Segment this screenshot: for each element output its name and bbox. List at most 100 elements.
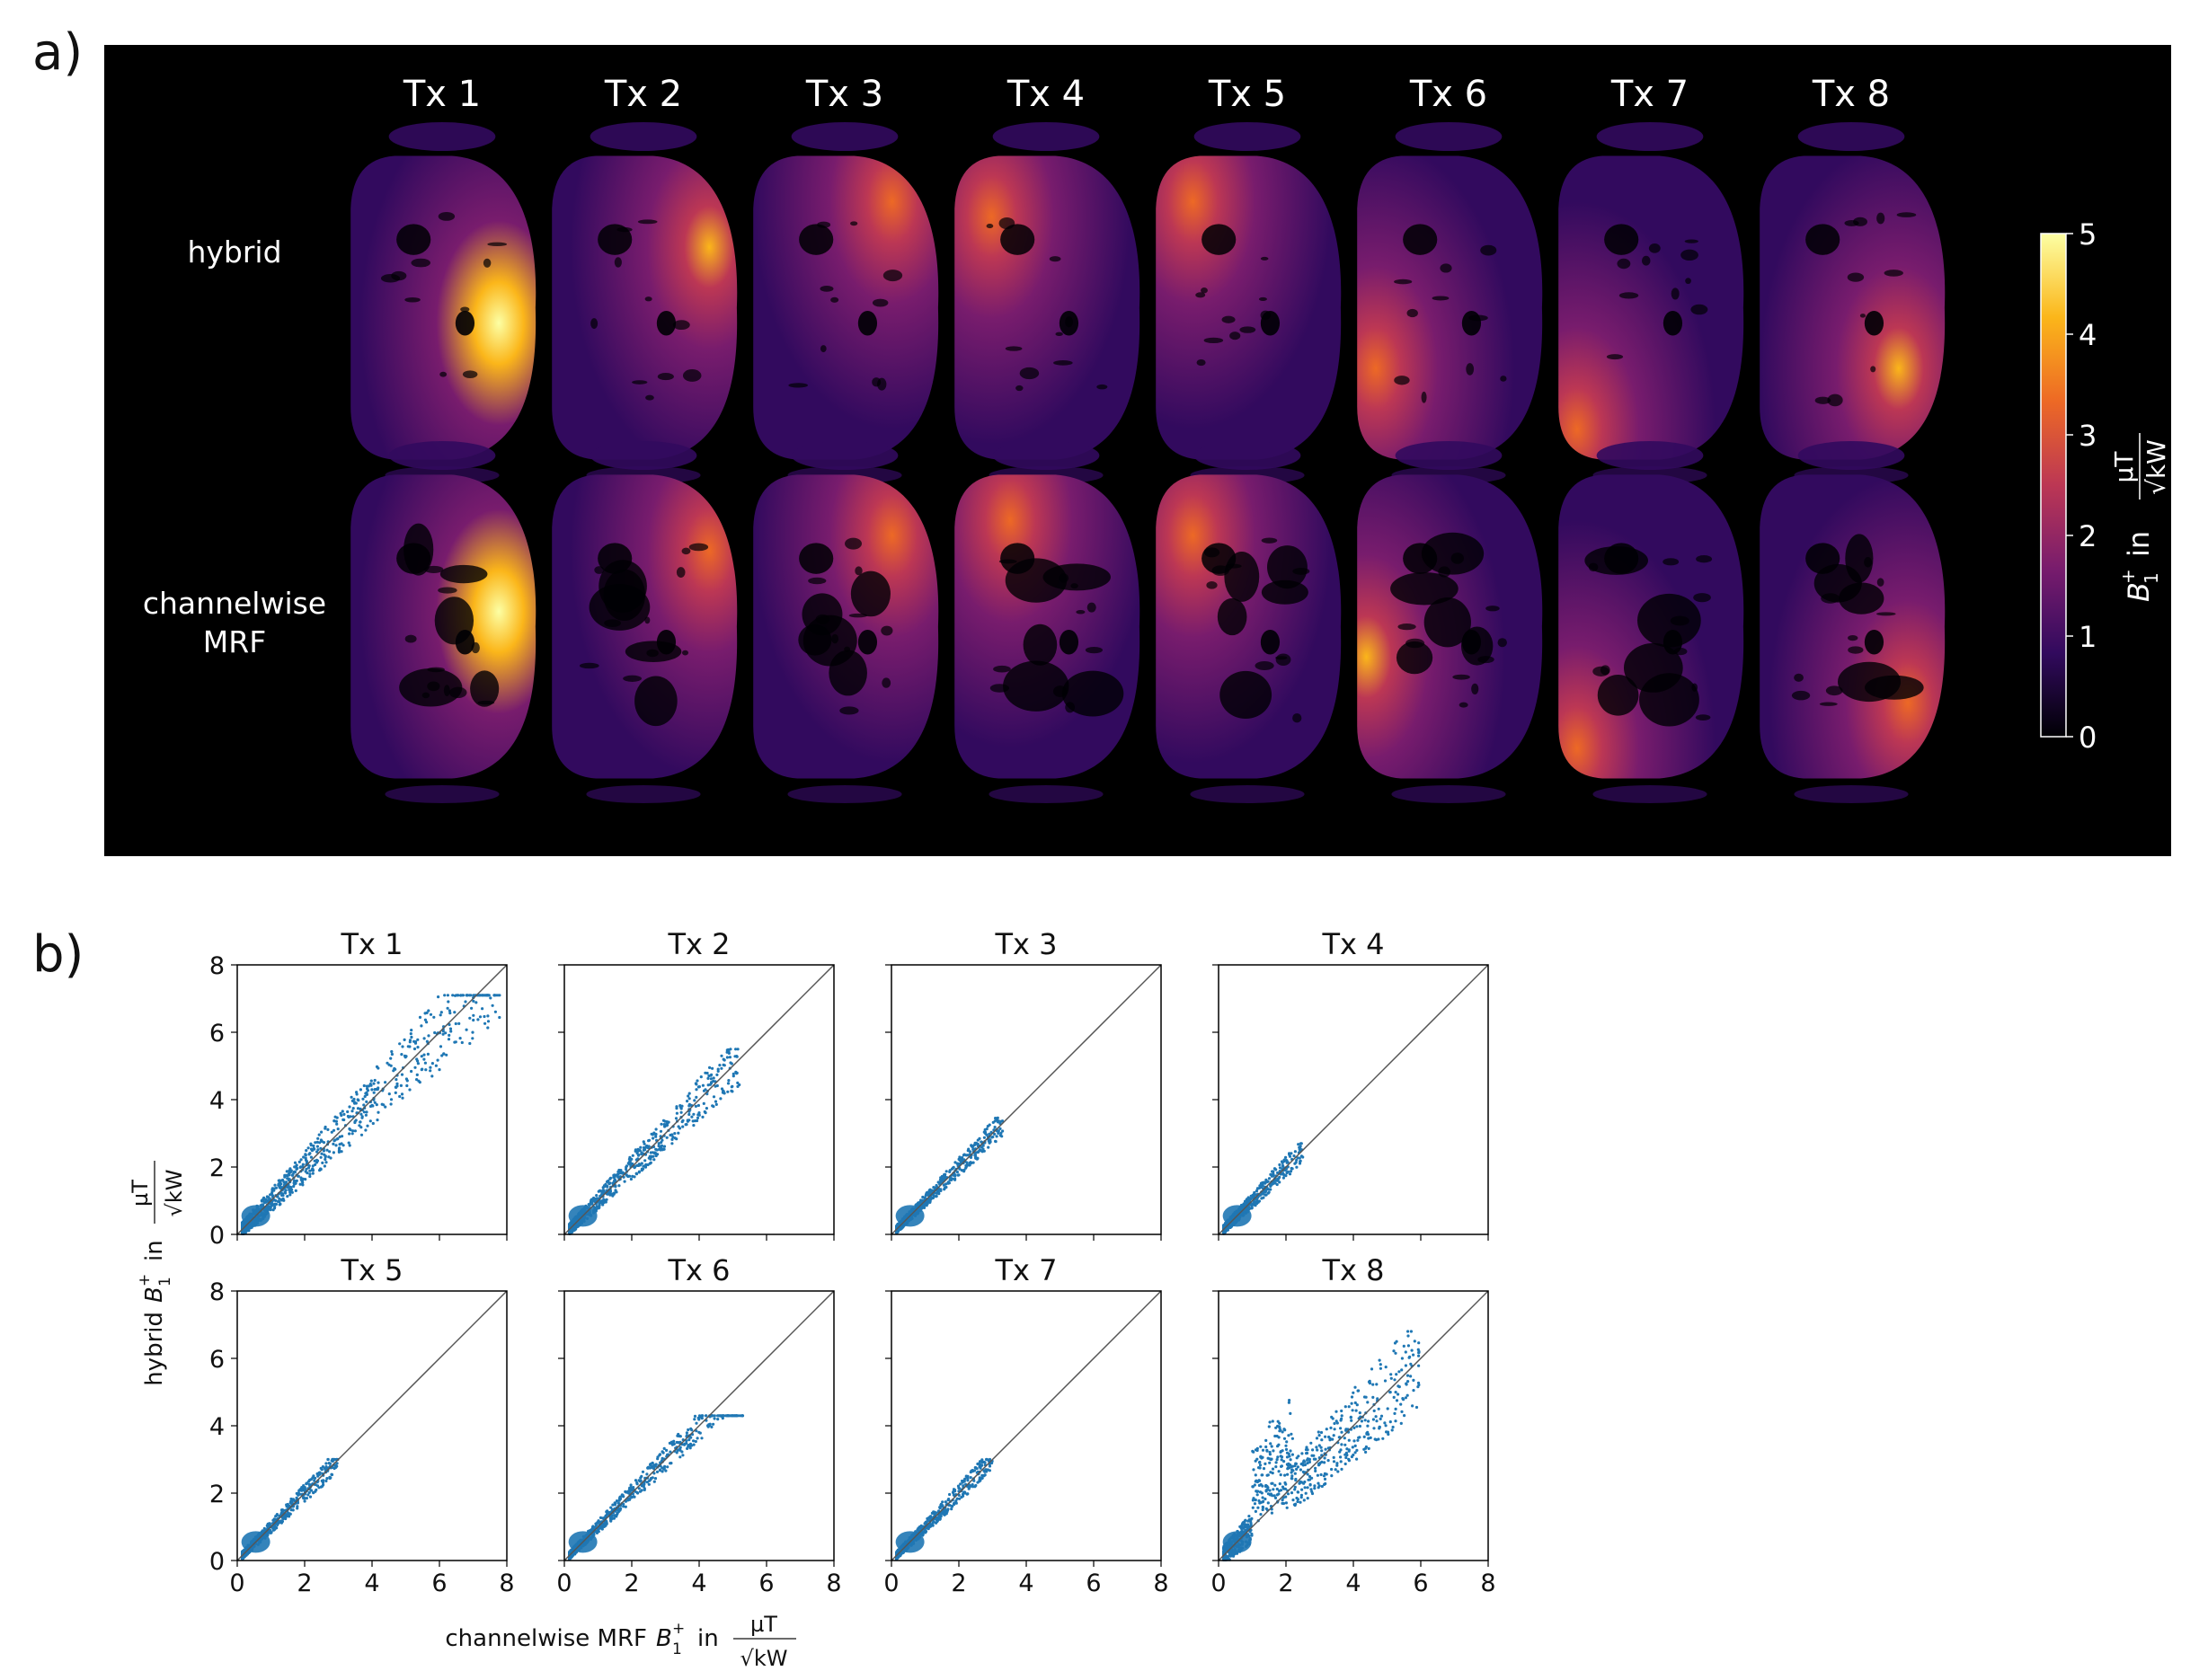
scatter-point <box>930 1523 934 1526</box>
scatter-point <box>1364 1450 1368 1454</box>
scatter-point <box>970 1144 973 1147</box>
scatter-point <box>1352 1426 1356 1429</box>
scatter-point <box>1250 1534 1254 1537</box>
scatter-point <box>624 1505 627 1508</box>
scatter-point <box>970 1469 973 1472</box>
scatter-point <box>1289 1458 1292 1462</box>
scatter-point <box>980 1150 984 1154</box>
scatter-point <box>687 1428 690 1432</box>
scatter-point <box>423 1061 427 1065</box>
x-tick-label: 0 <box>229 1569 244 1597</box>
scatter-point <box>617 1499 621 1502</box>
scatter-point <box>248 1225 252 1229</box>
scatter-point <box>313 1479 316 1482</box>
scatter-point <box>282 1180 286 1184</box>
scatter-point <box>297 1160 301 1163</box>
scatter-point <box>1276 1179 1280 1182</box>
scatter-point <box>433 1030 437 1035</box>
scatter-point <box>367 1084 370 1088</box>
scatter-point <box>1314 1457 1317 1461</box>
scatter-point <box>416 1046 420 1049</box>
scatter-point <box>314 1483 317 1487</box>
scatter-point <box>643 1482 646 1486</box>
scatter-point <box>355 1091 359 1094</box>
scatter-point <box>353 1119 357 1123</box>
scatter-point <box>961 1492 965 1496</box>
scatter-point <box>329 1476 333 1480</box>
column-title-tx-4: Tx 4 <box>1006 74 1085 115</box>
scatter-point <box>602 1198 606 1201</box>
scatter-point <box>1302 1499 1306 1502</box>
scatter-point <box>674 1117 678 1120</box>
scatter-point <box>1260 1197 1264 1200</box>
scatter-point <box>644 1145 648 1148</box>
scatter-point <box>660 1122 663 1126</box>
scatter-point <box>986 1468 989 1472</box>
scatter-point <box>1404 1364 1407 1367</box>
scatter-point <box>341 1135 344 1138</box>
scatter-point <box>716 1067 720 1071</box>
scatter-point <box>1267 1188 1271 1191</box>
scatter-point <box>271 1518 275 1522</box>
scatter-point <box>486 1020 491 1023</box>
scatter-point <box>692 1112 696 1116</box>
scatter-point <box>995 1135 998 1138</box>
scatter-point <box>373 1078 377 1083</box>
scatter-point <box>416 1062 420 1065</box>
scatter-point <box>650 1155 653 1159</box>
scatter-point <box>726 1082 731 1085</box>
scatter-point <box>1389 1376 1393 1380</box>
scatter-point <box>647 1138 652 1142</box>
y-tick-label: 0 <box>209 1548 225 1576</box>
scatter-point <box>1289 1449 1292 1453</box>
scatter-point <box>288 1515 291 1518</box>
scatter-point <box>994 1117 998 1120</box>
scatter-point <box>625 1167 628 1171</box>
scatter-point <box>686 1100 689 1103</box>
scatter-point <box>1314 1466 1317 1470</box>
scatter-point <box>935 1520 939 1524</box>
scatter-point <box>932 1186 935 1189</box>
scatter-point <box>1414 1405 1419 1410</box>
scatter-point <box>333 1138 337 1142</box>
scatter-point <box>288 1188 291 1191</box>
scatter-point <box>363 1094 367 1099</box>
b1-map-r2-tx7 <box>1558 441 1744 803</box>
scatter-point <box>959 1482 962 1486</box>
scatter-point <box>271 1203 275 1207</box>
scatter-point <box>322 1149 325 1153</box>
scatter-point <box>1278 1166 1282 1170</box>
scatter-point <box>308 1174 312 1179</box>
x-tick-label: 4 <box>1018 1569 1033 1597</box>
scatter-point <box>468 1041 472 1046</box>
scatter-point <box>1340 1414 1343 1418</box>
scatter-point <box>451 994 455 997</box>
scatter-point <box>711 1066 714 1070</box>
scatter-point <box>267 1198 270 1202</box>
scatter-point <box>656 1457 660 1461</box>
scatter-point <box>410 1069 413 1074</box>
scatter-point <box>625 1174 629 1178</box>
scatter-point <box>1226 1226 1229 1230</box>
scatter-point <box>724 1414 728 1418</box>
scatter-point <box>993 1119 997 1123</box>
scatter-point <box>262 1203 265 1207</box>
scatter-point <box>704 1111 707 1115</box>
x-tick-label: 2 <box>951 1569 966 1597</box>
scatter-point <box>323 1164 326 1168</box>
scatter-point <box>632 1486 635 1490</box>
b1-map-r1-tx2 <box>552 122 738 484</box>
scatter-point <box>1282 1173 1286 1177</box>
scatter-point <box>967 1163 971 1167</box>
scatter-point <box>921 1195 925 1199</box>
y-tick-label: 2 <box>209 1154 225 1182</box>
scatter-point <box>601 1525 605 1528</box>
scatter-point <box>709 1077 714 1081</box>
scatter-point <box>658 1454 661 1457</box>
scatter-point <box>958 1487 962 1490</box>
scatter-point <box>980 1476 984 1480</box>
scatter-point <box>449 1030 453 1033</box>
scatter-point <box>1253 1483 1256 1487</box>
scatter-point <box>1375 1383 1379 1386</box>
scatter-point <box>726 1090 730 1093</box>
